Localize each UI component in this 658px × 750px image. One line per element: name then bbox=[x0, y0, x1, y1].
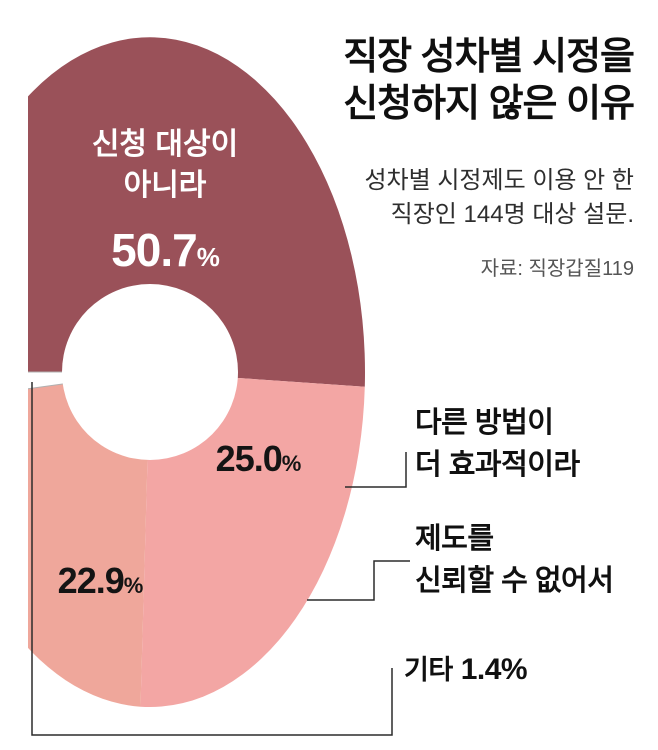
callout-line-method bbox=[345, 452, 407, 488]
etc-label: 기타 bbox=[404, 655, 453, 685]
chart-title: 직장 성차별 시정을 신청하지 않은 이유 bbox=[343, 34, 635, 128]
callout-trust-line1: 제도를 bbox=[415, 523, 494, 555]
donut-hole bbox=[62, 284, 238, 460]
callout-method-line2: 더 효과적이라 bbox=[415, 449, 580, 482]
callout-label-etc: 기타 1.4% bbox=[404, 648, 528, 687]
callout-label-other-method: 다른 방법이 더 효과적이라 bbox=[415, 402, 580, 486]
callout-line-trust bbox=[307, 560, 410, 601]
percent-sign: % bbox=[196, 241, 220, 272]
chart-title-line1: 직장 성차별 시정을 bbox=[343, 36, 635, 78]
slice-value-25-0: 25.0% bbox=[215, 438, 302, 479]
slice-label-line2: 아니라 bbox=[123, 169, 207, 203]
slice-label-not-eligible: 신청 대상이 아니라 50.7% bbox=[35, 124, 295, 277]
callout-method-line1: 다른 방법이 bbox=[415, 407, 554, 439]
pie-slice-4 bbox=[28, 371, 151, 390]
percent-sign: % bbox=[281, 451, 302, 476]
chart-subtitle-line2: 직장인 144명 대상 설문. bbox=[390, 201, 634, 229]
source-credit: 자료: 직장갑질119 bbox=[480, 258, 634, 280]
chart-subtitle-line1: 성차별 시정제도 이용 안 한 bbox=[364, 167, 634, 194]
callout-label-no-trust: 제도를 신뢰할 수 없어서 bbox=[415, 518, 614, 602]
percent-sign: % bbox=[123, 573, 144, 598]
callout-trust-line2: 신뢰할 수 없어서 bbox=[415, 565, 614, 598]
pie-slice-3 bbox=[28, 372, 150, 707]
slice-value-50-7: 50.7% bbox=[111, 223, 220, 276]
slice-value-22-9: 22.9% bbox=[57, 560, 144, 601]
pie-slice-2 bbox=[140, 372, 365, 708]
slice-label-line1: 신청 대상이 bbox=[91, 128, 239, 161]
chart-subtitle: 성차별 시정제도 이용 안 한 직장인 144명 대상 설문. bbox=[364, 164, 634, 232]
callout-line-other bbox=[31, 382, 393, 736]
chart-title-line2: 신청하지 않은 이유 bbox=[343, 83, 635, 126]
etc-value: 1.4% bbox=[460, 653, 528, 686]
